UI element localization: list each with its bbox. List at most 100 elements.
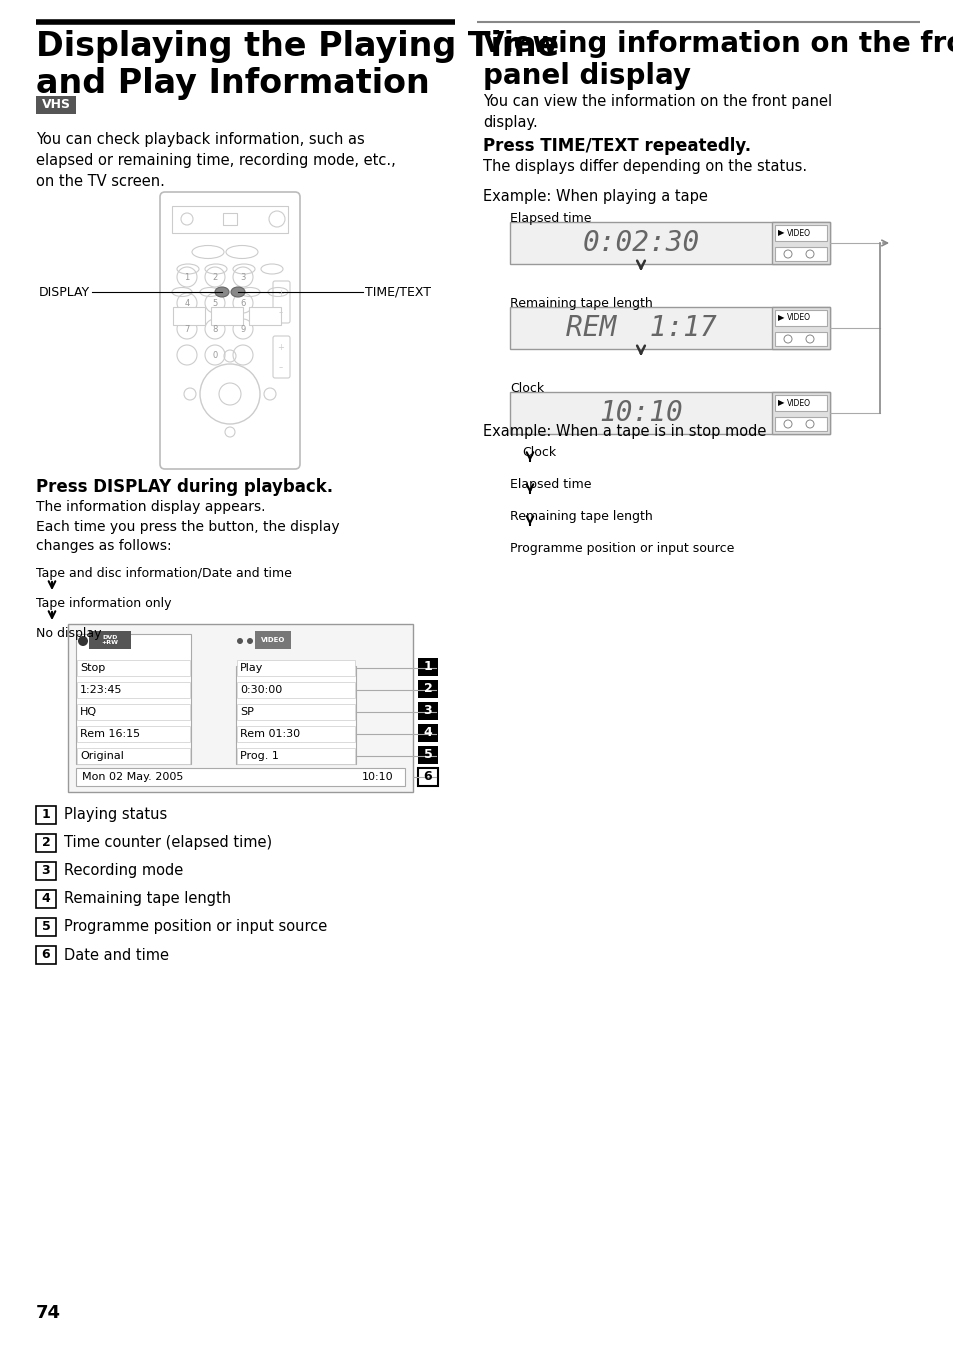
Text: 1:23:45: 1:23:45 xyxy=(80,685,122,695)
Text: Example: When playing a tape: Example: When playing a tape xyxy=(482,189,707,204)
FancyBboxPatch shape xyxy=(774,310,826,326)
FancyBboxPatch shape xyxy=(235,667,355,764)
FancyBboxPatch shape xyxy=(417,658,437,676)
FancyBboxPatch shape xyxy=(36,96,76,114)
FancyBboxPatch shape xyxy=(510,307,829,349)
Text: Recording mode: Recording mode xyxy=(64,864,183,879)
Text: HQ: HQ xyxy=(80,707,97,717)
FancyBboxPatch shape xyxy=(211,307,243,324)
FancyBboxPatch shape xyxy=(774,395,826,411)
Circle shape xyxy=(78,635,88,646)
FancyBboxPatch shape xyxy=(417,702,437,721)
FancyBboxPatch shape xyxy=(236,726,355,742)
Text: VIDEO: VIDEO xyxy=(260,637,285,644)
FancyBboxPatch shape xyxy=(774,224,826,241)
FancyBboxPatch shape xyxy=(417,725,437,742)
FancyBboxPatch shape xyxy=(254,631,291,649)
Text: 3: 3 xyxy=(240,273,246,281)
Text: 2: 2 xyxy=(42,837,51,849)
Text: The displays differ depending on the status.: The displays differ depending on the sta… xyxy=(482,160,806,174)
Text: ▶: ▶ xyxy=(778,228,783,238)
Text: SP: SP xyxy=(240,707,253,717)
Text: Displaying the Playing Time: Displaying the Playing Time xyxy=(36,30,558,64)
Text: Prog. 1: Prog. 1 xyxy=(240,750,278,761)
Text: Tape information only: Tape information only xyxy=(36,598,172,610)
FancyBboxPatch shape xyxy=(77,681,190,698)
Text: Elapsed time: Elapsed time xyxy=(510,479,591,491)
FancyBboxPatch shape xyxy=(417,746,437,764)
Text: Original: Original xyxy=(80,750,124,761)
Text: 5: 5 xyxy=(423,749,432,761)
FancyBboxPatch shape xyxy=(77,704,190,721)
Text: 0:02:30: 0:02:30 xyxy=(581,228,699,257)
Text: Rem 16:15: Rem 16:15 xyxy=(80,729,140,740)
FancyBboxPatch shape xyxy=(774,416,826,431)
Text: 10:10: 10:10 xyxy=(598,399,682,427)
FancyBboxPatch shape xyxy=(68,625,413,792)
Text: Viewing information on the front: Viewing information on the front xyxy=(482,30,953,58)
Text: 1: 1 xyxy=(423,661,432,673)
FancyBboxPatch shape xyxy=(36,946,56,964)
Text: You can view the information on the front panel
display.: You can view the information on the fron… xyxy=(482,95,831,130)
FancyBboxPatch shape xyxy=(236,704,355,721)
Text: 6: 6 xyxy=(423,771,432,784)
Text: 9: 9 xyxy=(240,324,245,334)
Text: 4: 4 xyxy=(423,726,432,740)
Text: Tape and disc information/Date and time: Tape and disc information/Date and time xyxy=(36,566,292,580)
Text: 3: 3 xyxy=(423,704,432,718)
Text: 5: 5 xyxy=(213,299,217,307)
Text: Elapsed time: Elapsed time xyxy=(510,212,591,224)
Text: No display: No display xyxy=(36,627,101,639)
Text: Press TIME/TEXT repeatedly.: Press TIME/TEXT repeatedly. xyxy=(482,137,750,155)
Text: 5: 5 xyxy=(42,921,51,933)
Text: 0: 0 xyxy=(213,350,217,360)
Text: +: + xyxy=(277,288,284,297)
Text: 6: 6 xyxy=(42,949,51,961)
FancyBboxPatch shape xyxy=(36,834,56,852)
Text: 7: 7 xyxy=(184,324,190,334)
Text: Rem 01:30: Rem 01:30 xyxy=(240,729,300,740)
Ellipse shape xyxy=(214,287,229,297)
FancyBboxPatch shape xyxy=(76,634,191,764)
FancyBboxPatch shape xyxy=(771,222,829,264)
FancyBboxPatch shape xyxy=(36,806,56,823)
Text: 8: 8 xyxy=(213,324,217,334)
Text: Date and time: Date and time xyxy=(64,948,169,963)
Text: 1: 1 xyxy=(42,808,51,822)
FancyBboxPatch shape xyxy=(77,660,190,676)
Text: 2: 2 xyxy=(213,273,217,281)
Text: Programme position or input source: Programme position or input source xyxy=(64,919,327,934)
Text: Remaining tape length: Remaining tape length xyxy=(64,891,231,906)
Text: VHS: VHS xyxy=(42,99,71,111)
Text: Remaining tape length: Remaining tape length xyxy=(510,297,652,310)
Text: 0:30:00: 0:30:00 xyxy=(240,685,282,695)
Text: 10:10: 10:10 xyxy=(361,772,393,781)
FancyBboxPatch shape xyxy=(36,918,56,936)
Text: DISPLAY: DISPLAY xyxy=(39,285,90,299)
FancyBboxPatch shape xyxy=(774,333,826,346)
Text: REM  1:17: REM 1:17 xyxy=(565,314,716,342)
FancyBboxPatch shape xyxy=(417,768,437,786)
Text: panel display: panel display xyxy=(482,62,690,91)
Text: ▶: ▶ xyxy=(778,314,783,323)
FancyBboxPatch shape xyxy=(249,307,281,324)
FancyBboxPatch shape xyxy=(172,206,288,233)
FancyBboxPatch shape xyxy=(236,748,355,764)
Text: Time counter (elapsed time): Time counter (elapsed time) xyxy=(64,836,272,850)
Text: VIDEO: VIDEO xyxy=(786,399,810,407)
FancyBboxPatch shape xyxy=(160,192,299,469)
FancyBboxPatch shape xyxy=(36,890,56,909)
Text: Clock: Clock xyxy=(510,383,543,395)
Circle shape xyxy=(236,638,243,644)
Text: TIME/TEXT: TIME/TEXT xyxy=(365,285,431,299)
FancyBboxPatch shape xyxy=(223,214,236,224)
Text: ▶: ▶ xyxy=(778,399,783,407)
FancyBboxPatch shape xyxy=(89,631,131,649)
Text: Remaining tape length: Remaining tape length xyxy=(510,510,652,523)
Text: The information display appears.
Each time you press the button, the display
cha: The information display appears. Each ti… xyxy=(36,500,339,553)
Text: Play: Play xyxy=(240,662,263,673)
Text: DVD
+RW: DVD +RW xyxy=(101,635,118,645)
Text: and Play Information: and Play Information xyxy=(36,68,429,100)
FancyBboxPatch shape xyxy=(77,748,190,764)
Text: Example: When a tape is in stop mode: Example: When a tape is in stop mode xyxy=(482,425,765,439)
